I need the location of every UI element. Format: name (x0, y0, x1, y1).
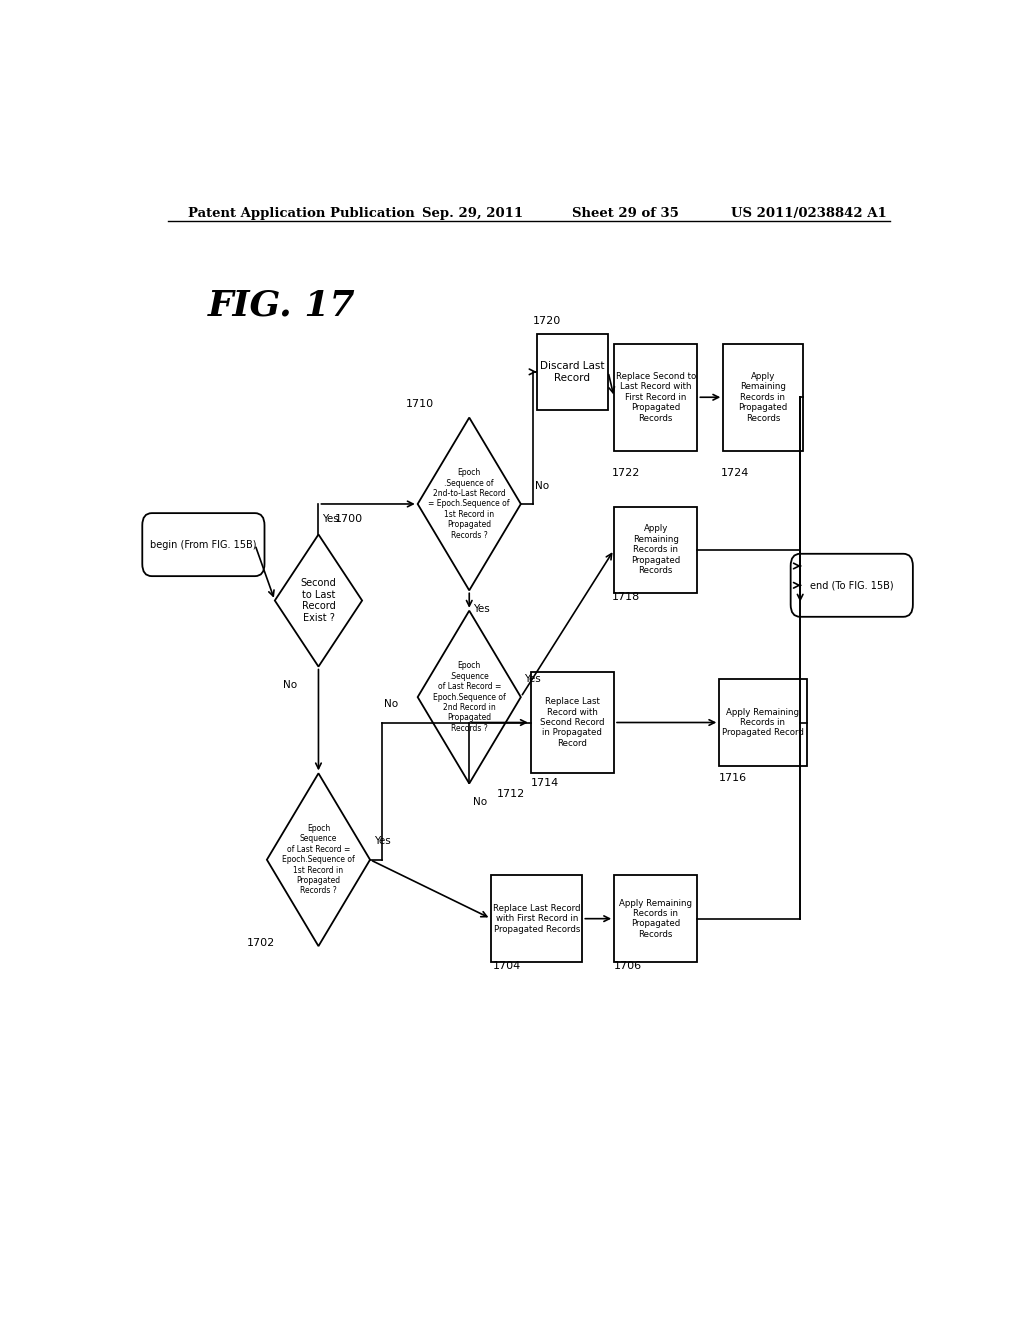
Text: 1720: 1720 (532, 315, 561, 326)
Polygon shape (274, 535, 362, 667)
Text: No: No (536, 480, 549, 491)
Text: Replace Last Record
with First Record in
Propagated Records: Replace Last Record with First Record in… (493, 904, 581, 933)
Polygon shape (267, 774, 370, 946)
Text: 1704: 1704 (494, 961, 521, 972)
Text: Yes: Yes (524, 673, 541, 684)
Text: Discard Last
Record: Discard Last Record (541, 362, 604, 383)
Text: Epoch
Sequence
of Last Record =
Epoch.Sequence of
1st Record in
Propagated
Recor: Epoch Sequence of Last Record = Epoch.Se… (282, 824, 355, 895)
Text: Apply Remaining
Records in
Propagated Record: Apply Remaining Records in Propagated Re… (722, 708, 804, 738)
Text: Yes: Yes (374, 837, 391, 846)
Text: Yes: Yes (473, 603, 489, 614)
Bar (492, 875, 583, 962)
Text: 1710: 1710 (406, 400, 434, 409)
Bar (530, 672, 614, 774)
Text: 1722: 1722 (612, 469, 640, 478)
Bar (614, 507, 697, 593)
Text: 1714: 1714 (531, 779, 559, 788)
Text: Apply
Remaining
Records in
Propagated
Records: Apply Remaining Records in Propagated Re… (631, 524, 680, 576)
Text: 1718: 1718 (612, 593, 640, 602)
Text: Yes: Yes (323, 515, 339, 524)
Text: FIG. 17: FIG. 17 (207, 289, 355, 323)
FancyBboxPatch shape (791, 554, 912, 616)
Text: Replace Second to
Last Record with
First Record in
Propagated
Records: Replace Second to Last Record with First… (615, 372, 696, 422)
Text: Apply
Remaining
Records in
Propagated
Records: Apply Remaining Records in Propagated Re… (738, 372, 787, 422)
Text: Patent Application Publication: Patent Application Publication (187, 207, 415, 220)
Bar (614, 345, 697, 450)
Bar (537, 334, 608, 411)
Text: Sep. 29, 2011: Sep. 29, 2011 (422, 207, 523, 220)
Polygon shape (418, 611, 521, 784)
Text: No: No (473, 797, 487, 807)
Text: Replace Last
Record with
Second Record
in Propagated
Record: Replace Last Record with Second Record i… (541, 697, 604, 748)
FancyBboxPatch shape (142, 513, 264, 576)
Text: 1706: 1706 (613, 961, 642, 972)
Text: No: No (283, 680, 297, 690)
Bar (719, 680, 807, 766)
Text: Sheet 29 of 35: Sheet 29 of 35 (572, 207, 679, 220)
Text: Apply Remaining
Records in
Propagated
Records: Apply Remaining Records in Propagated Re… (620, 899, 692, 939)
Text: Epoch
.Sequence
of Last Record =
Epoch.Sequence of
2nd Record in
Propagated
Reco: Epoch .Sequence of Last Record = Epoch.S… (433, 661, 506, 733)
Text: 1712: 1712 (497, 788, 525, 799)
Text: No: No (384, 700, 398, 709)
Text: US 2011/0238842 A1: US 2011/0238842 A1 (731, 207, 887, 220)
Text: 1716: 1716 (719, 774, 748, 783)
Text: Second
to Last
Record
Exist ?: Second to Last Record Exist ? (301, 578, 336, 623)
Bar (614, 875, 697, 962)
Text: Epoch
.Sequence of
2nd-to-Last Record
= Epoch.Sequence of
1st Record in
Propagat: Epoch .Sequence of 2nd-to-Last Record = … (428, 469, 510, 540)
Text: end (To FIG. 15B): end (To FIG. 15B) (810, 581, 894, 590)
Text: 1700: 1700 (334, 515, 362, 524)
Bar (723, 345, 803, 450)
Text: 1702: 1702 (247, 939, 275, 948)
Text: 1724: 1724 (721, 469, 750, 478)
Polygon shape (418, 417, 521, 590)
Text: begin (From FIG. 15B): begin (From FIG. 15B) (151, 540, 257, 549)
